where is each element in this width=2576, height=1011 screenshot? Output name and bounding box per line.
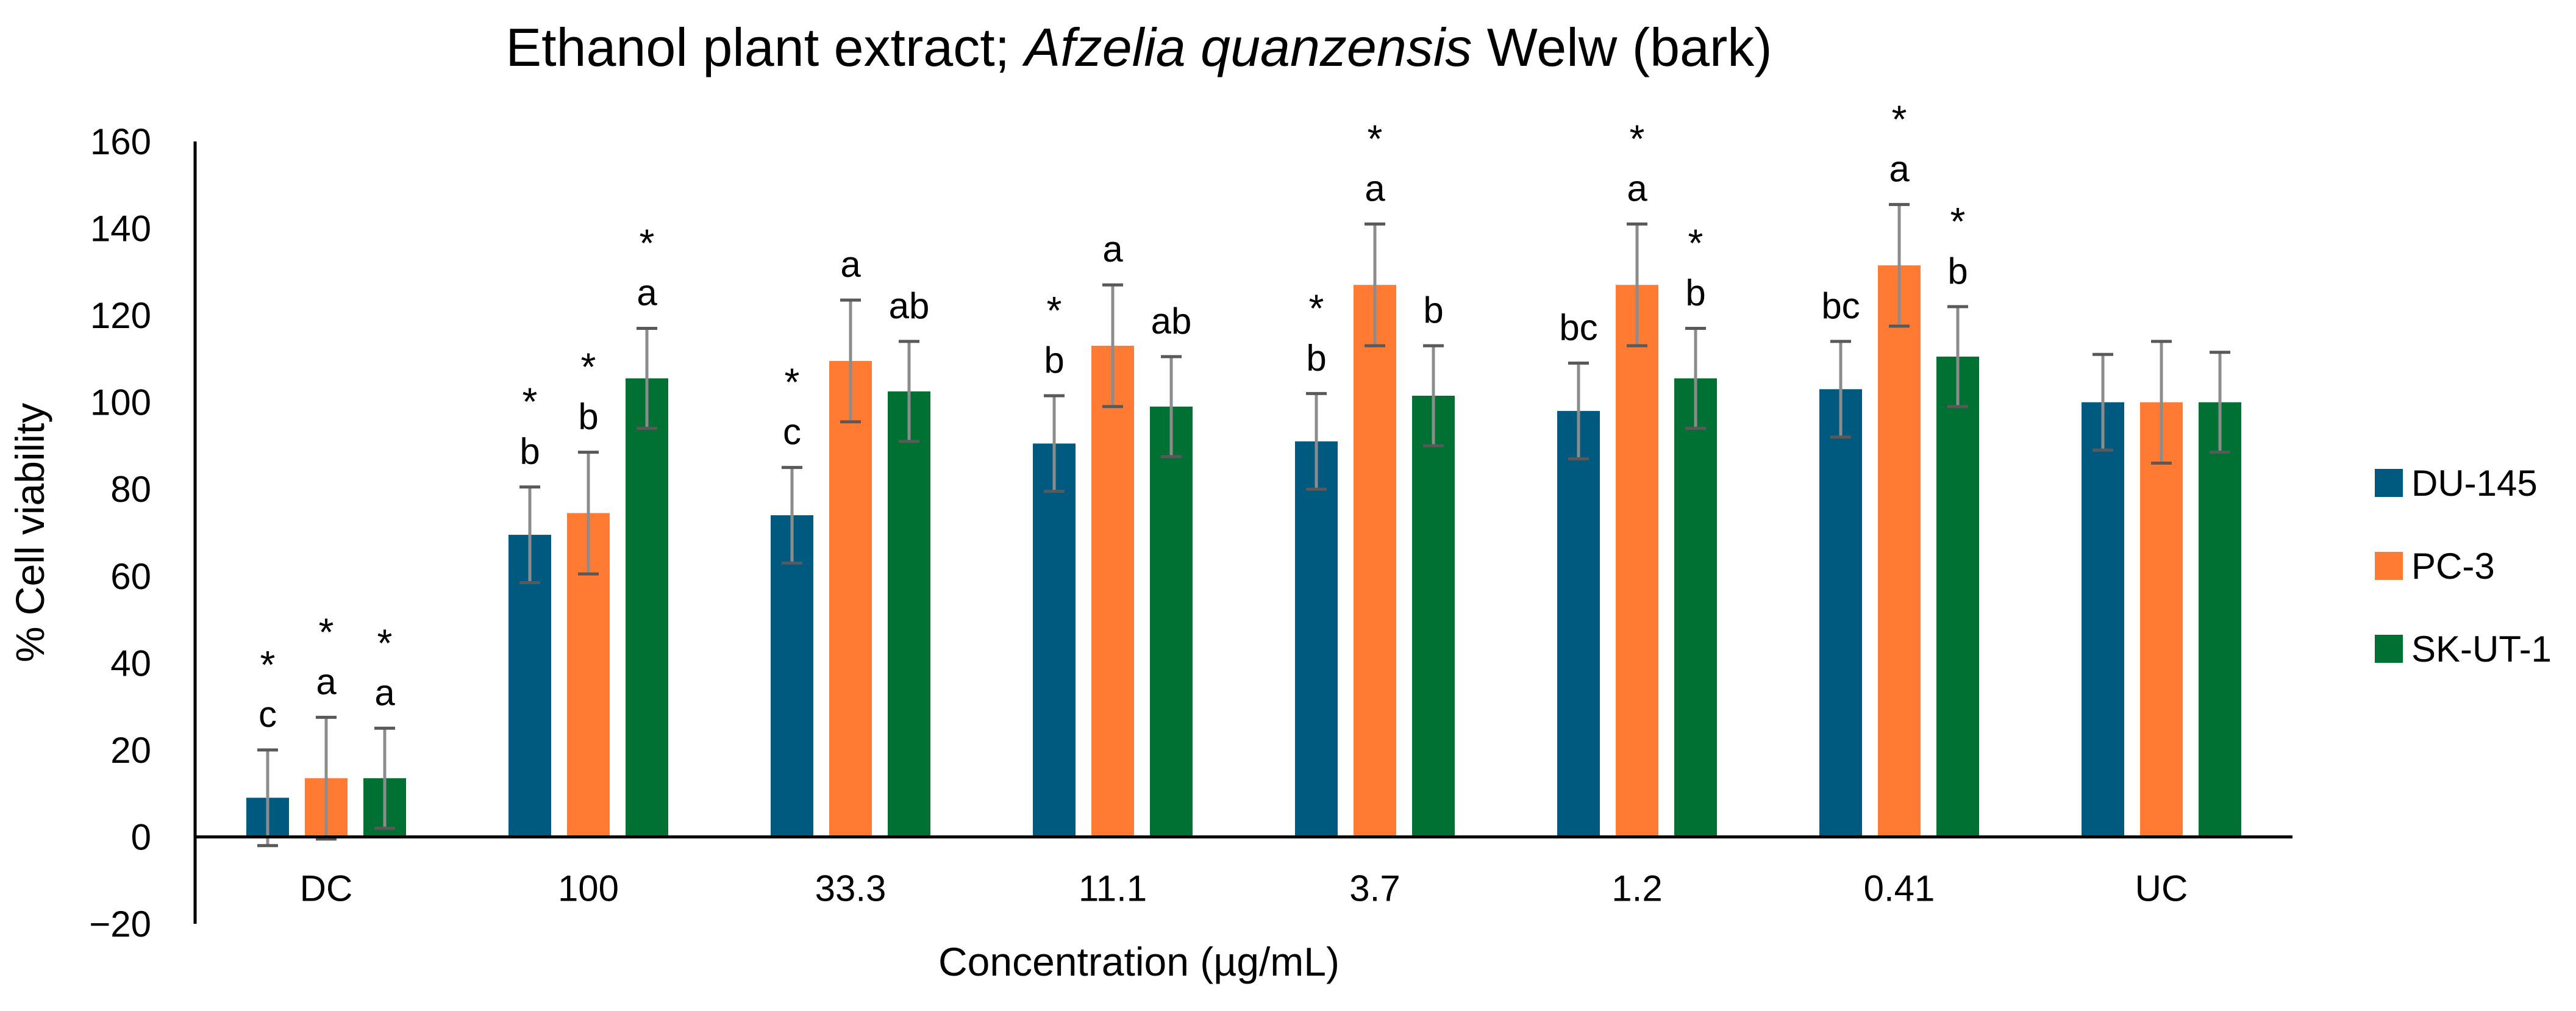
significance-letter: a: [316, 661, 337, 702]
y-tick-label: 120: [90, 295, 151, 336]
significance-star: *: [377, 621, 393, 665]
significance-star: *: [1688, 221, 1704, 265]
x-axis: DC 100 33.3 11.1 3.7 1.2 0.41 UC: [195, 835, 2292, 909]
bar: [829, 360, 872, 837]
x-tick-label: 11.1: [1079, 868, 1147, 909]
bar: [1033, 443, 1076, 837]
x-tick-label: 33.3: [815, 868, 887, 909]
y-tick-label: 100: [90, 382, 151, 423]
significance-star: *: [1892, 97, 1907, 141]
bar: [1878, 265, 1921, 837]
bar: [2199, 402, 2241, 837]
y-tick-label: 20: [110, 730, 151, 771]
significance-letter: bc: [1821, 285, 1860, 326]
significance-letter: a: [840, 244, 861, 285]
bar: [1819, 389, 1862, 837]
legend-label: PC-3: [2411, 546, 2495, 587]
y-tick-label: −20: [89, 904, 151, 945]
significance-letter: bc: [1559, 307, 1597, 348]
significance-star: *: [260, 643, 276, 687]
significance-letter: a: [1889, 148, 1910, 189]
significance-letter: b: [1947, 251, 1968, 291]
significance-star: *: [1950, 199, 1966, 243]
significance-letter: ab: [1151, 301, 1192, 341]
y-axis: −20 0 20 40 60 80 100 120 140 160: [89, 121, 197, 945]
significance-letter: a: [374, 672, 395, 713]
bar: [1616, 285, 1658, 837]
significance-letter: b: [519, 431, 540, 472]
significance-star: *: [319, 610, 334, 654]
bar: [1412, 395, 1455, 837]
x-axis-title: Concentration (µg/mL): [938, 939, 1340, 984]
legend-label: SK-UT-1: [2411, 629, 2552, 670]
significance-letter: c: [259, 694, 277, 735]
significance-letter: b: [1685, 272, 1705, 313]
significance-star: *: [1047, 288, 1062, 332]
bar: [1936, 356, 1979, 837]
x-tick-label: 1.2: [1611, 868, 1662, 909]
significance-letter: a: [1102, 229, 1123, 270]
significance-star: *: [785, 360, 800, 404]
significance-star: *: [640, 221, 655, 265]
chart-title-species: Afzelia quanzensis: [1022, 17, 1472, 77]
significance-letter: b: [1044, 340, 1064, 380]
legend-swatch: [2375, 469, 2403, 497]
bar: [1557, 410, 1600, 837]
significance-star: *: [581, 345, 596, 389]
bar: [1295, 441, 1338, 837]
bar: [2082, 402, 2124, 837]
bar: [626, 378, 668, 837]
x-tick-label: 3.7: [1349, 868, 1400, 909]
y-tick-label: 160: [90, 121, 151, 162]
y-tick-label: 40: [110, 643, 151, 684]
significance-star: *: [1309, 286, 1324, 330]
significance-letter: c: [783, 412, 801, 452]
significance-letter: b: [578, 396, 598, 437]
bar: [508, 535, 551, 837]
legend-swatch: [2375, 552, 2403, 580]
significance-letter: b: [1423, 290, 1443, 330]
legend-swatch: [2375, 635, 2403, 663]
significance-letter: b: [1306, 337, 1326, 378]
y-tick-label: 140: [90, 209, 151, 249]
chart-title: Ethanol plant extract; Afzelia quanzensi…: [505, 17, 1772, 77]
bar: [2140, 402, 2183, 837]
significance-letter: ab: [889, 285, 930, 326]
y-tick-label: 80: [110, 469, 151, 510]
x-tick-label: UC: [2135, 868, 2188, 909]
y-tick-label: 0: [131, 816, 151, 857]
bar: [888, 391, 930, 837]
y-axis-title: % Cell viability: [7, 403, 52, 662]
x-tick-label: 100: [558, 868, 619, 909]
legend-label: DU-145: [2411, 463, 2538, 504]
legend: DU-145 PC-3 SK-UT-1: [2375, 463, 2552, 670]
chart-title-prefix: Ethanol plant extract;: [505, 17, 1024, 77]
x-tick-label: 0.41: [1864, 868, 1935, 909]
y-tick-label: 60: [110, 556, 151, 597]
bar: [1674, 378, 1717, 837]
significance-star: *: [1630, 116, 1645, 160]
bar: [1354, 285, 1396, 837]
significance-letter: a: [637, 272, 657, 313]
significance-star: *: [523, 380, 538, 424]
bar: [771, 515, 813, 837]
significance-letter: a: [1627, 168, 1647, 209]
significance-letter: a: [1365, 168, 1385, 209]
bar: [1091, 346, 1134, 837]
x-tick-label: DC: [300, 868, 353, 909]
chart-title-suffix: Welw (bark): [1472, 17, 1772, 77]
bar: [1150, 406, 1193, 837]
significance-star: *: [1368, 116, 1383, 160]
